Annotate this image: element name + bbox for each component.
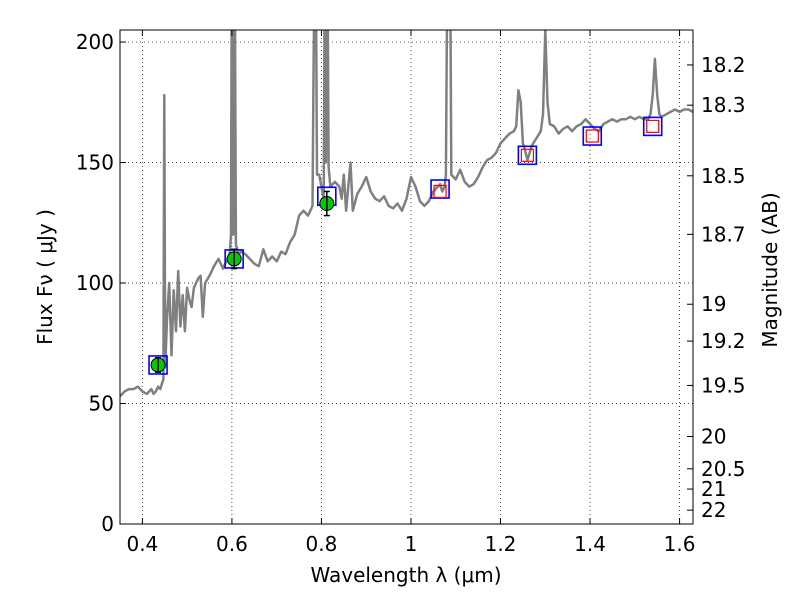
x-tick-label: 0.8 <box>306 532 338 556</box>
x-axis-label: Wavelength λ (μm) <box>310 563 501 587</box>
mag-tick-label: 19.5 <box>701 373 746 397</box>
limit-marker <box>433 184 447 199</box>
spectrum-line <box>120 30 693 398</box>
plot-area <box>120 30 693 398</box>
mag-tick-label: 22 <box>701 498 726 522</box>
x-tick-label: 1.4 <box>574 532 606 556</box>
model-marker <box>642 116 663 137</box>
y2-axis-label: Magnitude (AB) <box>758 192 782 347</box>
limit-marker <box>585 129 599 143</box>
grid-lines <box>120 30 693 525</box>
photometry-markers <box>148 116 663 375</box>
y-axis-label: Flux Fν ( μJy ) <box>33 209 57 345</box>
y-tick-label: 100 <box>76 271 114 295</box>
limit-marker <box>520 148 534 162</box>
x-tick-label: 0.4 <box>126 532 158 556</box>
mag-tick-label: 20 <box>701 425 726 449</box>
y-tick-label: 0 <box>101 512 114 536</box>
model-marker <box>148 355 168 375</box>
mag-tick-label: 20.5 <box>701 457 746 481</box>
y-tick-label: 200 <box>76 30 114 54</box>
x-tick-label: 1 <box>405 532 418 556</box>
mag-tick-label: 19 <box>701 292 726 316</box>
x-tick-label: 1.6 <box>664 532 696 556</box>
plot-frame <box>119 29 694 525</box>
mag-tick-label: 21 <box>701 477 726 501</box>
mag-tick-label: 18.7 <box>701 222 746 246</box>
x-tick-label: 0.6 <box>216 532 248 556</box>
y-tick-label: 150 <box>76 151 114 175</box>
axis-ticks: 0.4 0.6 0.8 1 1.2 1.4 1.6 0 50 100 150 200 18.2 18.3 1… <box>76 30 746 556</box>
mag-tick-label: 18.2 <box>701 53 746 77</box>
limit-marker <box>646 119 660 133</box>
model-marker <box>517 145 538 166</box>
x-tick-label: 1.2 <box>485 532 517 556</box>
mag-tick-label: 19.2 <box>701 329 746 353</box>
mag-tick-label: 18.3 <box>701 93 746 117</box>
mag-tick-label: 18.5 <box>701 164 746 188</box>
y-tick-label: 50 <box>89 392 114 416</box>
model-marker <box>582 126 603 146</box>
